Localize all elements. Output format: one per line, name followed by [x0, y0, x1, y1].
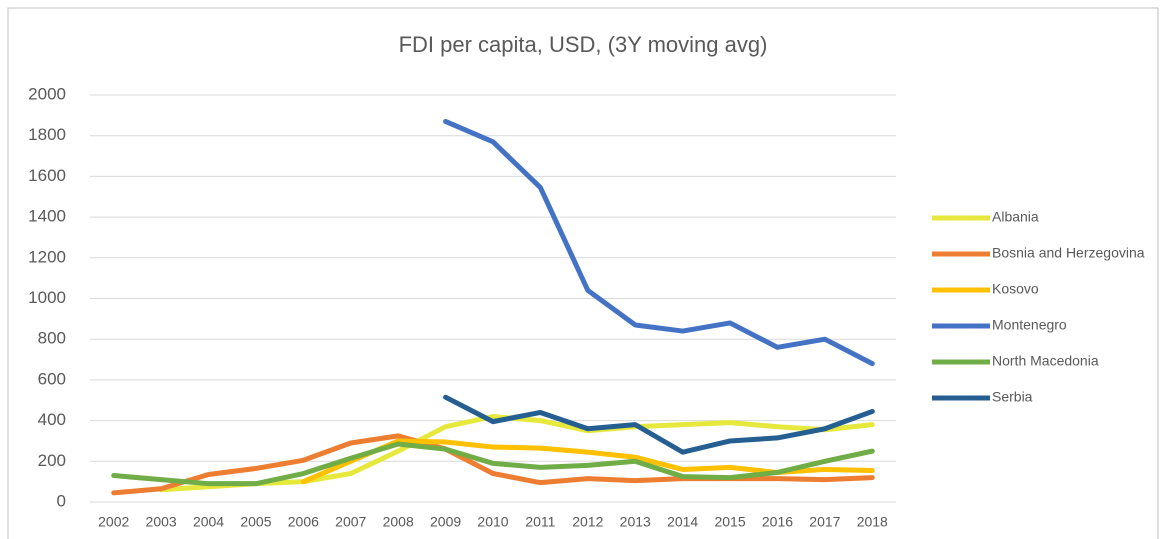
- legend-label: Montenegro: [992, 317, 1067, 333]
- x-tick-label: 2002: [98, 514, 129, 530]
- x-tick-label: 2013: [620, 514, 651, 530]
- series-line: [111, 441, 875, 487]
- x-tick-label: 2015: [714, 514, 745, 530]
- x-tick-label: 2004: [193, 514, 224, 530]
- y-tick-label: 800: [38, 329, 66, 348]
- legend-label: North Macedonia: [992, 353, 1099, 369]
- legend-label: Kosovo: [992, 281, 1039, 297]
- x-tick-label: 2016: [762, 514, 793, 530]
- legend-label: Albania: [992, 209, 1039, 225]
- legend-label: Serbia: [992, 389, 1033, 405]
- x-tick-label: 2011: [525, 514, 555, 530]
- y-tick-label: 600: [38, 369, 66, 388]
- series-line: [111, 433, 875, 496]
- legend-label: Bosnia and Herzegovina: [992, 245, 1145, 261]
- y-tick-label: 400: [38, 410, 66, 429]
- x-tick-label: 2012: [572, 514, 603, 530]
- chart-frame: [7, 7, 1159, 539]
- x-tick-label: 2005: [240, 514, 271, 530]
- y-tick-label: 2000: [28, 84, 66, 103]
- x-tick-label: 2017: [809, 514, 840, 530]
- series-line: [443, 394, 875, 455]
- x-tick-label: 2003: [146, 514, 177, 530]
- x-tick-label: 2006: [288, 514, 319, 530]
- chart-title: FDI per capita, USD, (3Y moving avg): [399, 32, 768, 57]
- y-tick-label: 1400: [28, 207, 66, 226]
- x-tick-label: 2010: [477, 514, 508, 530]
- series-line: [443, 118, 875, 367]
- y-tick-label: 1800: [28, 125, 66, 144]
- y-tick-label: 1000: [28, 288, 66, 307]
- x-tick-label: 2008: [383, 514, 414, 530]
- x-tick-label: 2018: [857, 514, 888, 530]
- x-tick-label: 2009: [430, 514, 461, 530]
- y-tick-label: 200: [38, 451, 66, 470]
- y-tick-label: 1600: [28, 166, 66, 185]
- x-tick-label: 2007: [335, 514, 366, 530]
- x-tick-label: 2014: [667, 514, 698, 530]
- y-tick-label: 0: [57, 491, 66, 510]
- y-tick-label: 1200: [28, 247, 66, 266]
